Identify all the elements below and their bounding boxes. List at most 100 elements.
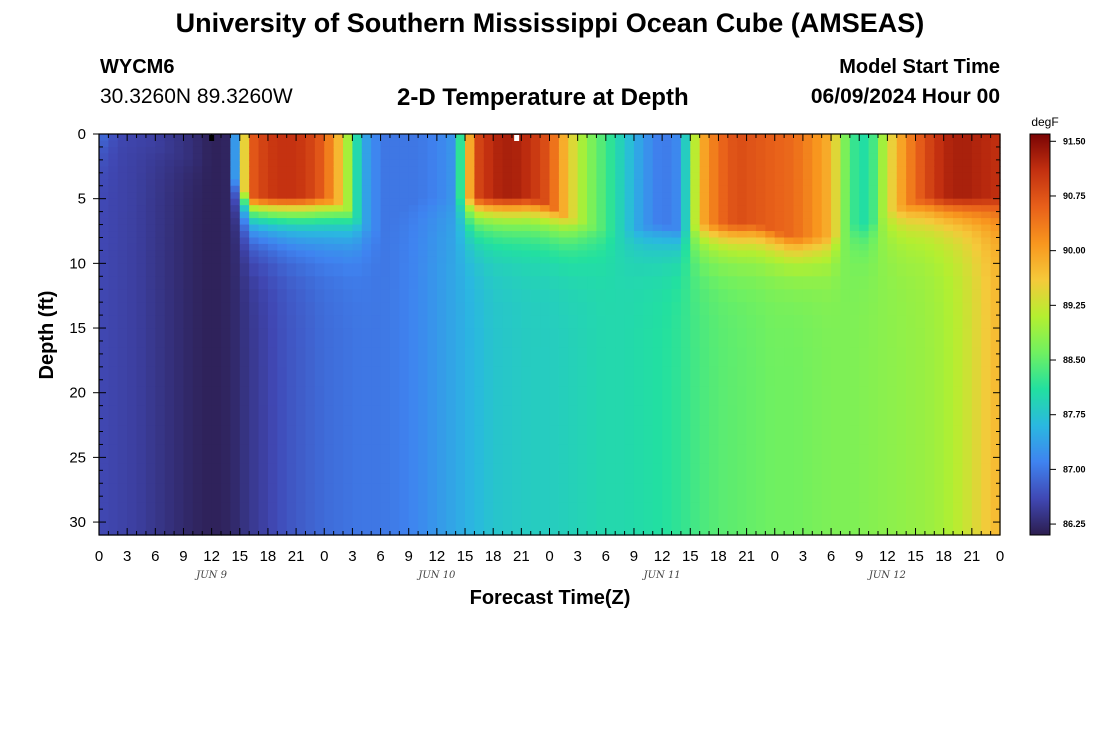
heatmap-cell [305, 250, 316, 258]
heatmap-cell [277, 347, 288, 368]
heatmap-cell [924, 218, 935, 226]
heatmap-cell [568, 198, 579, 206]
heatmap-cell [474, 140, 485, 148]
heatmap-cell [483, 218, 494, 226]
heatmap-cell [99, 289, 109, 303]
x-tick-label: 3 [348, 548, 356, 565]
heatmap-cell [164, 243, 175, 252]
heatmap-cell [230, 179, 241, 187]
heatmap-cell [887, 425, 898, 446]
heatmap-cell [117, 243, 128, 252]
heatmap-cell [540, 263, 551, 277]
heatmap-cell [267, 483, 278, 504]
heatmap-cell [755, 276, 766, 290]
heatmap-cell [343, 315, 354, 329]
heatmap-cell [408, 185, 419, 193]
heatmap-cell [192, 405, 203, 426]
heatmap-cell [511, 250, 522, 258]
heatmap-cell [737, 237, 748, 245]
heatmap-cell [502, 140, 513, 148]
heatmap-cell [662, 386, 673, 407]
heatmap-cell [793, 444, 804, 465]
heatmap-cell [352, 366, 363, 387]
heatmap-cell [709, 347, 720, 368]
heatmap-cell [474, 328, 485, 349]
heatmap-cell [662, 159, 673, 167]
heatmap-cell [155, 134, 166, 142]
heatmap-cell [192, 224, 203, 232]
heatmap-cell [296, 192, 307, 200]
heatmap-cell [643, 366, 654, 387]
heatmap-cell [652, 231, 663, 239]
heatmap-cell [549, 153, 560, 161]
heatmap-cell [765, 444, 776, 465]
heatmap-cell [389, 134, 400, 142]
heatmap-cell [784, 185, 795, 193]
heatmap-cell [286, 315, 297, 329]
heatmap-cell [446, 166, 457, 174]
heatmap-cell [230, 315, 241, 329]
heatmap-cell [680, 405, 691, 426]
heatmap-cell [793, 134, 804, 142]
heatmap-cell [117, 347, 128, 368]
heatmap-cell [474, 218, 485, 226]
heatmap-cell [718, 386, 729, 407]
heatmap-cell [802, 153, 813, 161]
heatmap-cell [202, 315, 213, 329]
heatmap-cell [474, 146, 485, 155]
heatmap-cell [483, 444, 494, 465]
heatmap-cell [502, 483, 513, 504]
heatmap-cell [258, 263, 269, 277]
heatmap-cell [183, 237, 194, 245]
heatmap-cell [652, 198, 663, 206]
heatmap-cell [709, 263, 720, 277]
heatmap-cell [868, 237, 879, 245]
heatmap-cell [258, 483, 269, 504]
heatmap-cell [709, 192, 720, 200]
heatmap-cell [389, 198, 400, 206]
heatmap-cell [211, 172, 222, 180]
heatmap-cell [183, 159, 194, 167]
heatmap-cell [314, 211, 325, 219]
heatmap-cell [352, 172, 363, 180]
heatmap-cell [418, 205, 429, 213]
heatmap-cell [840, 159, 851, 167]
heatmap-cell [662, 140, 673, 148]
heatmap-cell [324, 172, 335, 180]
heatmap-cell [427, 243, 438, 252]
heatmap-cell [427, 231, 438, 239]
heatmap-cell [784, 172, 795, 180]
heatmap-cell [962, 231, 973, 239]
heatmap-cell [221, 159, 231, 167]
heatmap-cell [577, 444, 588, 465]
heatmap-cell [408, 218, 419, 226]
heatmap-cell [774, 134, 785, 142]
heatmap-cell [296, 211, 307, 219]
heatmap-cell [784, 205, 795, 213]
heatmap-cell [249, 463, 260, 484]
heatmap-cell [427, 159, 438, 167]
heatmap-cell [511, 425, 522, 446]
heatmap-cell [896, 198, 907, 206]
heatmap-cell [549, 250, 560, 258]
heatmap-cell [296, 502, 307, 536]
heatmap-cell [164, 166, 175, 174]
heatmap-cell [605, 134, 616, 142]
heatmap-cell [831, 386, 842, 407]
heatmap-cell [427, 198, 438, 206]
heatmap-cell [981, 172, 992, 180]
heatmap-cell [737, 347, 748, 368]
heatmap-cell [436, 140, 447, 148]
heatmap-cell [305, 185, 316, 193]
heatmap-cell [380, 276, 391, 290]
x-tick-label: 9 [405, 548, 413, 565]
heatmap-cell [502, 231, 513, 239]
heatmap-cell [896, 483, 907, 504]
heatmap-cell [971, 405, 982, 426]
heatmap-cell [483, 250, 494, 258]
heatmap-cell [727, 444, 738, 465]
heatmap-cell [202, 502, 213, 536]
heatmap-cell [971, 315, 982, 329]
heatmap-cell [746, 172, 757, 180]
heatmap-cell [333, 224, 344, 232]
